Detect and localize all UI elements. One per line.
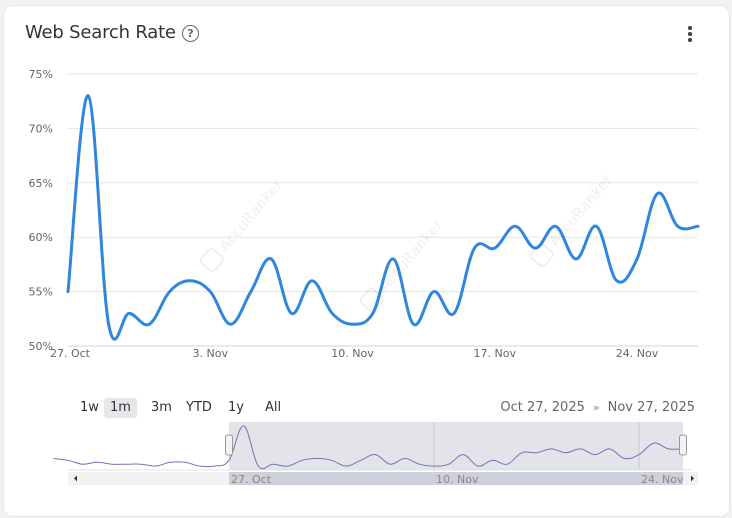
watermark-text: AccuRanker: [545, 170, 616, 250]
watermark: AccuRanker: [359, 215, 446, 313]
navigator-tick-label: 24. Nov: [641, 473, 684, 486]
navigator-tick-label: 27. Oct: [231, 473, 272, 486]
y-tick-label: 60%: [29, 231, 53, 244]
data-point: [451, 310, 457, 316]
x-tick-label: 17. Nov: [474, 347, 517, 360]
data-point: [553, 223, 559, 229]
data-point: [471, 245, 477, 251]
data-point: [146, 321, 152, 327]
y-tick-label: 55%: [29, 286, 53, 299]
y-tick-label: 65%: [29, 177, 53, 190]
data-point: [248, 289, 254, 295]
range-button-ytd[interactable]: YTD: [186, 400, 212, 415]
data-point: [187, 278, 193, 284]
range-button-1w[interactable]: 1w: [80, 400, 99, 415]
data-point: [695, 223, 701, 229]
watermark-logo-icon: [199, 247, 224, 273]
data-point: [614, 278, 620, 284]
data-point: [207, 289, 213, 295]
watermark: AccuRanker: [529, 170, 616, 268]
data-point: [228, 321, 234, 327]
range-button-1m[interactable]: 1m: [104, 398, 137, 418]
navigator-selection: [229, 422, 683, 470]
date-range-display: Oct 27, 2025 » Nov 27, 2025: [500, 398, 695, 418]
x-tick-label: 27. Oct: [50, 347, 91, 360]
data-point: [431, 289, 437, 295]
navigator-handle-left[interactable]: [225, 434, 233, 456]
data-point: [390, 256, 396, 262]
question-circle-icon[interactable]: ?: [182, 25, 199, 42]
x-tick-label: 3. Nov: [193, 347, 229, 360]
data-point: [309, 278, 315, 284]
data-point: [167, 289, 173, 295]
watermark-text: AccuRanker: [375, 215, 446, 295]
data-point: [85, 93, 91, 99]
data-point: [654, 191, 660, 197]
data-point: [289, 310, 295, 316]
navigator-handle-right[interactable]: [679, 434, 687, 456]
data-point: [370, 310, 376, 316]
x-tick-label: 24. Nov: [616, 347, 659, 360]
kebab-menu-icon[interactable]: [684, 24, 696, 46]
data-point: [573, 256, 579, 262]
navigator-tick-label: 10. Nov: [436, 473, 479, 486]
range-button-1y[interactable]: 1y: [228, 400, 244, 415]
watermark-logo-icon: [359, 287, 384, 313]
y-tick-label: 75%: [29, 68, 53, 81]
scroll-right-arrow-icon[interactable]: [691, 475, 694, 482]
data-point: [350, 321, 356, 327]
data-point: [593, 223, 599, 229]
date-separator: »: [592, 401, 600, 414]
y-tick-label: 50%: [29, 340, 53, 353]
data-point: [532, 245, 538, 251]
data-point: [65, 289, 71, 295]
navigator-line: [53, 425, 684, 470]
data-point: [634, 256, 640, 262]
x-tick-label: 10. Nov: [331, 347, 374, 360]
scroll-left-arrow-icon[interactable]: [74, 475, 77, 482]
data-point: [675, 223, 681, 229]
range-button-all[interactable]: All: [265, 400, 282, 415]
range-button-3m[interactable]: 3m: [151, 400, 172, 415]
data-point: [106, 321, 112, 327]
data-point: [492, 245, 498, 251]
data-point: [268, 256, 274, 262]
watermark-text: AccuRanker: [215, 175, 286, 255]
data-point: [410, 321, 416, 327]
chart-title: Web Search Rate: [25, 22, 176, 43]
y-tick-label: 70%: [29, 122, 53, 135]
data-point: [329, 310, 335, 316]
scrollbar-thumb[interactable]: [229, 472, 683, 485]
date-from[interactable]: Oct 27, 2025: [500, 400, 585, 415]
data-point: [126, 310, 132, 316]
series-line: [66, 94, 700, 341]
data-point: [512, 223, 518, 229]
date-to[interactable]: Nov 27, 2025: [607, 400, 695, 415]
